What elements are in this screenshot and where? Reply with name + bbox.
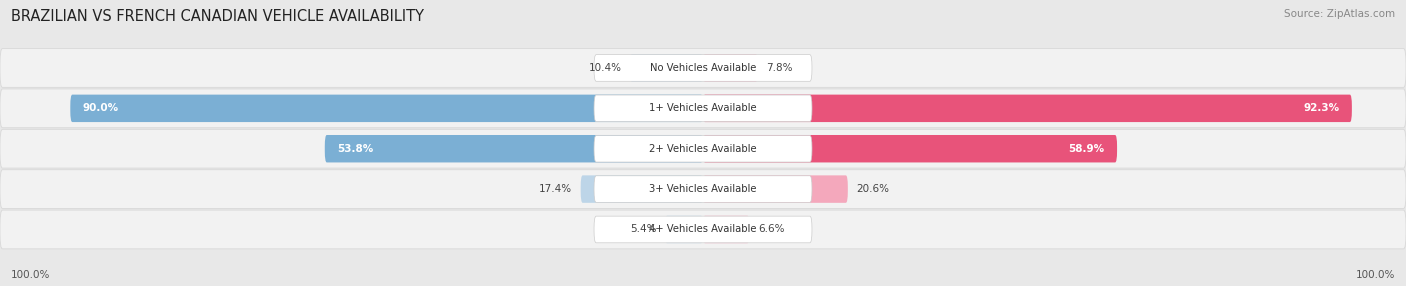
Text: BRAZILIAN VS FRENCH CANADIAN VEHICLE AVAILABILITY: BRAZILIAN VS FRENCH CANADIAN VEHICLE AVA… <box>11 9 425 23</box>
FancyBboxPatch shape <box>0 89 1406 128</box>
FancyBboxPatch shape <box>703 175 848 203</box>
FancyBboxPatch shape <box>703 216 749 243</box>
Text: 92.3%: 92.3% <box>1303 103 1340 113</box>
FancyBboxPatch shape <box>703 95 1353 122</box>
Text: 90.0%: 90.0% <box>83 103 120 113</box>
Text: 2+ Vehicles Available: 2+ Vehicles Available <box>650 144 756 154</box>
Text: 58.9%: 58.9% <box>1069 144 1105 154</box>
FancyBboxPatch shape <box>593 95 813 122</box>
FancyBboxPatch shape <box>630 54 703 82</box>
Text: 100.0%: 100.0% <box>1355 270 1395 279</box>
Text: 53.8%: 53.8% <box>337 144 374 154</box>
FancyBboxPatch shape <box>70 95 703 122</box>
FancyBboxPatch shape <box>0 170 1406 208</box>
Text: 3+ Vehicles Available: 3+ Vehicles Available <box>650 184 756 194</box>
FancyBboxPatch shape <box>0 49 1406 87</box>
Text: 17.4%: 17.4% <box>538 184 572 194</box>
FancyBboxPatch shape <box>0 210 1406 249</box>
FancyBboxPatch shape <box>593 176 813 202</box>
Text: No Vehicles Available: No Vehicles Available <box>650 63 756 73</box>
Text: 20.6%: 20.6% <box>856 184 889 194</box>
Text: 100.0%: 100.0% <box>11 270 51 279</box>
Text: 7.8%: 7.8% <box>766 63 793 73</box>
Text: 4+ Vehicles Available: 4+ Vehicles Available <box>650 225 756 235</box>
Text: 1+ Vehicles Available: 1+ Vehicles Available <box>650 103 756 113</box>
FancyBboxPatch shape <box>665 216 703 243</box>
Text: Source: ZipAtlas.com: Source: ZipAtlas.com <box>1284 9 1395 19</box>
FancyBboxPatch shape <box>593 135 813 162</box>
Text: 5.4%: 5.4% <box>630 225 657 235</box>
FancyBboxPatch shape <box>0 129 1406 168</box>
Text: 6.6%: 6.6% <box>758 225 785 235</box>
FancyBboxPatch shape <box>593 55 813 81</box>
Text: 10.4%: 10.4% <box>589 63 621 73</box>
FancyBboxPatch shape <box>703 135 1118 162</box>
FancyBboxPatch shape <box>581 175 703 203</box>
FancyBboxPatch shape <box>325 135 703 162</box>
FancyBboxPatch shape <box>593 216 813 243</box>
FancyBboxPatch shape <box>703 54 758 82</box>
